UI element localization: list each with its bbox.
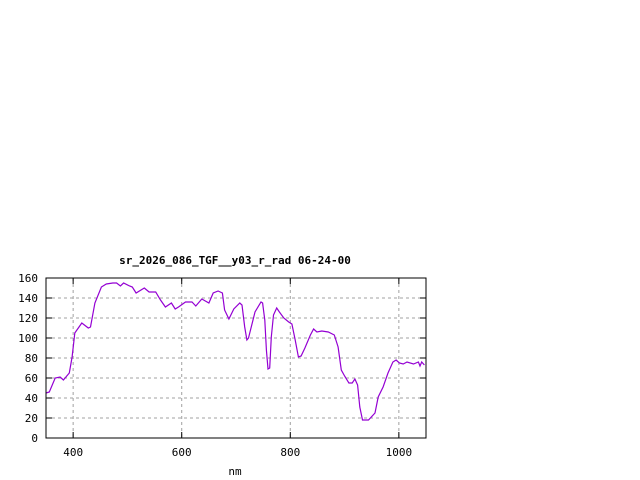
x-tick-label: 800 [280, 446, 300, 459]
y-tick-label: 40 [25, 392, 38, 405]
ticks: 0 20 40 60 80 100 120 140 160 400 600 800 1000 [18, 272, 426, 459]
y-tick-label: 20 [25, 412, 38, 425]
chart-title: sr_2026_086_TGF__y03_r_rad 06-24-00 [119, 254, 351, 267]
y-tick-label: 80 [25, 352, 38, 365]
y-tick-label: 140 [18, 292, 38, 305]
y-tick-label: 100 [18, 332, 38, 345]
grid [46, 278, 426, 438]
y-tick-label: 160 [18, 272, 38, 285]
x-tick-label: 400 [63, 446, 83, 459]
x-tick-label: 1000 [386, 446, 413, 459]
y-tick-label: 0 [31, 432, 38, 445]
y-tick-label: 60 [25, 372, 38, 385]
x-tick-label: 600 [172, 446, 192, 459]
x-axis-label: nm [228, 465, 242, 478]
plot-border [45, 277, 427, 439]
y-tick-label: 120 [18, 312, 38, 325]
series-layer [45, 282, 425, 421]
series-line [45, 282, 425, 421]
